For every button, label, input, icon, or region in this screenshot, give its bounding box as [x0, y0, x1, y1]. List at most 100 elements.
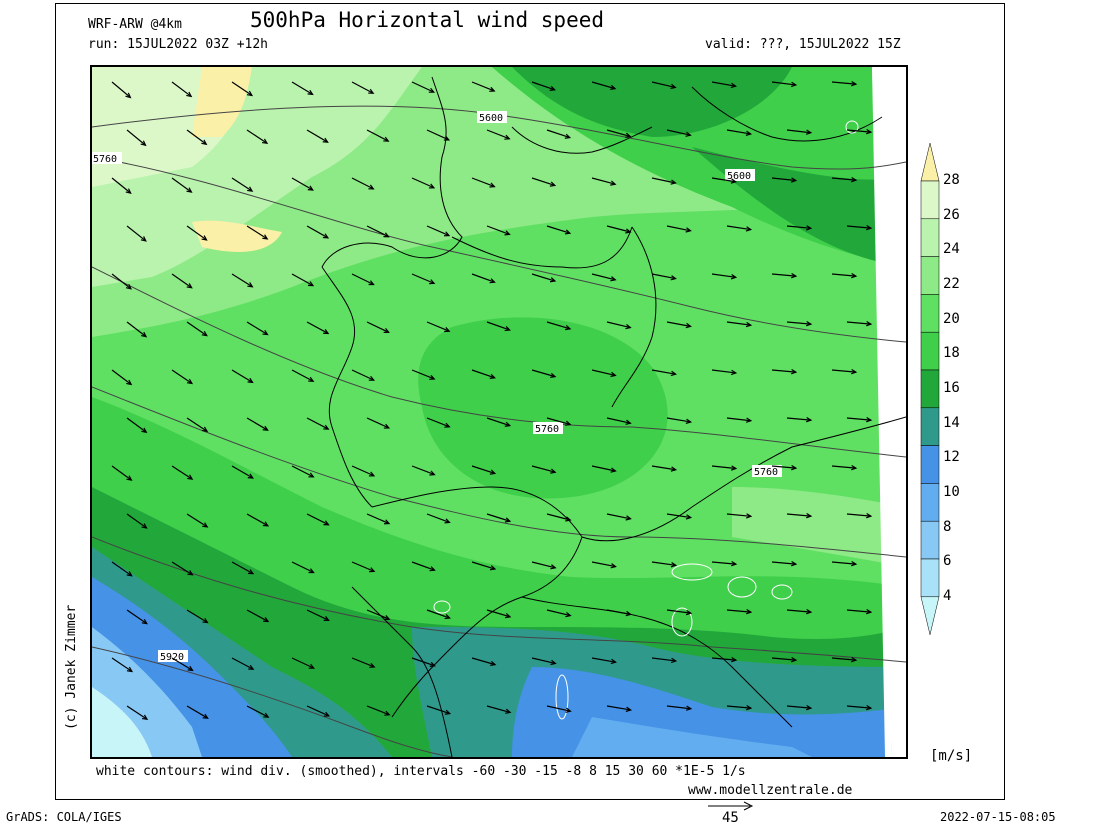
wind-arrow-head	[805, 225, 813, 231]
wind-arrow-head	[549, 277, 557, 283]
border-line	[691, 416, 906, 508]
colorbar-block	[920, 331, 940, 371]
height-contour-label: 5920	[160, 652, 184, 663]
wind-arrow	[831, 465, 856, 469]
wind-arrow	[726, 225, 751, 231]
wind-arrow	[606, 609, 631, 615]
wind-arrow	[186, 321, 208, 337]
wind-arrow	[411, 369, 435, 380]
wind-arrow	[666, 417, 691, 423]
wind-arrow-head	[610, 180, 617, 186]
wind-arrow	[186, 129, 207, 145]
wind-arrow-head	[730, 274, 738, 280]
wind-arrow	[591, 177, 616, 185]
wind-arrow-head	[429, 470, 436, 476]
height-contour-label: 5600	[479, 113, 503, 124]
divergence-contour	[727, 576, 757, 598]
height-contour-labels: 5600 5600 5760 5760 5760 5920	[92, 111, 782, 663]
wind-arrow-head	[444, 614, 451, 620]
height-contours	[92, 105, 906, 757]
wind-arrow	[126, 129, 146, 146]
wind-band-16-18-north	[512, 67, 792, 137]
wind-arrow-head	[443, 135, 451, 141]
wind-arrow-head	[125, 284, 132, 290]
wind-arrow	[351, 273, 374, 286]
wind-arrow-head	[565, 707, 572, 713]
wind-arrow	[471, 81, 495, 92]
wind-arrow	[231, 657, 254, 670]
wind-arrow	[486, 705, 511, 713]
wind-arrow-head	[247, 282, 254, 288]
wind-arrow	[651, 657, 676, 662]
wind-arrow-head	[263, 617, 270, 623]
wind-arrow-head	[550, 564, 557, 570]
wind-arrow	[606, 129, 631, 137]
wind-arrow	[531, 657, 556, 664]
wind-arrow-head	[866, 321, 873, 327]
wind-arrow	[606, 225, 631, 233]
wind-arrow-head	[261, 138, 269, 145]
wind-arrow	[831, 177, 856, 181]
wind-arrow-head	[428, 87, 436, 93]
wind-arrow-head	[550, 659, 557, 666]
wind-arrow-head	[670, 657, 678, 664]
wind-arrow	[351, 657, 375, 668]
colorbar-tick-label: 8	[943, 518, 952, 535]
wind-arrow-head	[730, 369, 738, 376]
wind-arrow-head	[202, 713, 209, 719]
wind-arrow	[546, 129, 570, 139]
wind-arrow	[366, 513, 390, 525]
wind-arrow	[411, 177, 435, 189]
wind-arrow	[786, 129, 811, 134]
wind-arrow	[291, 369, 314, 382]
divergence-contours	[433, 120, 859, 720]
wind-arrow-head	[186, 378, 194, 385]
wind-arrow-head	[730, 465, 738, 471]
colorbar-tick-label: 12	[943, 449, 960, 466]
colorbar-block	[920, 256, 940, 295]
border-line	[521, 596, 793, 728]
wind-arrow-head	[383, 519, 391, 525]
wind-arrow-head	[791, 561, 798, 567]
wind-band-28	[192, 67, 252, 137]
wind-arrow	[291, 177, 314, 191]
wind-arrow	[711, 177, 736, 183]
wind-arrow-head	[369, 662, 376, 668]
wind-arrow-head	[322, 137, 329, 143]
wind-arrow-head	[790, 81, 798, 88]
wind-arrow	[831, 273, 856, 277]
wind-arrow	[306, 705, 330, 717]
height-contour-line	[92, 536, 906, 663]
wind-arrow	[306, 225, 329, 239]
wind-arrow	[246, 225, 268, 240]
height-contour-label: 5760	[93, 154, 117, 165]
wind-arrow	[231, 369, 253, 383]
wind-arrow-head	[428, 183, 436, 189]
divergence-contour	[433, 600, 451, 614]
border-line	[451, 226, 633, 269]
coastline-baltic	[691, 86, 883, 142]
wind-arrow	[531, 369, 556, 378]
wind-arrow	[591, 657, 616, 663]
wind-arrow-head	[202, 618, 209, 624]
height-contour-line	[92, 156, 906, 343]
wind-arrow-head	[307, 281, 315, 287]
wind-arrow	[846, 513, 871, 517]
wind-arrow-head	[866, 225, 873, 231]
wind-arrow-head	[670, 179, 677, 185]
wind-arrow	[231, 465, 254, 479]
wind-arrow-head	[489, 565, 497, 571]
wind-arrow-head	[323, 520, 330, 526]
wind-arrow	[126, 321, 147, 338]
wind-arrow-head	[565, 611, 572, 618]
wind-arrow-head	[610, 563, 617, 569]
wind-arrow	[786, 225, 811, 229]
colorbar-tick-label: 10	[943, 483, 960, 500]
wind-arrow-head	[125, 188, 132, 194]
coastline	[321, 76, 463, 268]
wind-arrow	[351, 561, 375, 572]
wind-arrow	[471, 465, 496, 474]
wind-arrow	[666, 609, 691, 614]
wind-arrow-head	[866, 417, 873, 423]
wind-arrow-head	[610, 371, 617, 378]
